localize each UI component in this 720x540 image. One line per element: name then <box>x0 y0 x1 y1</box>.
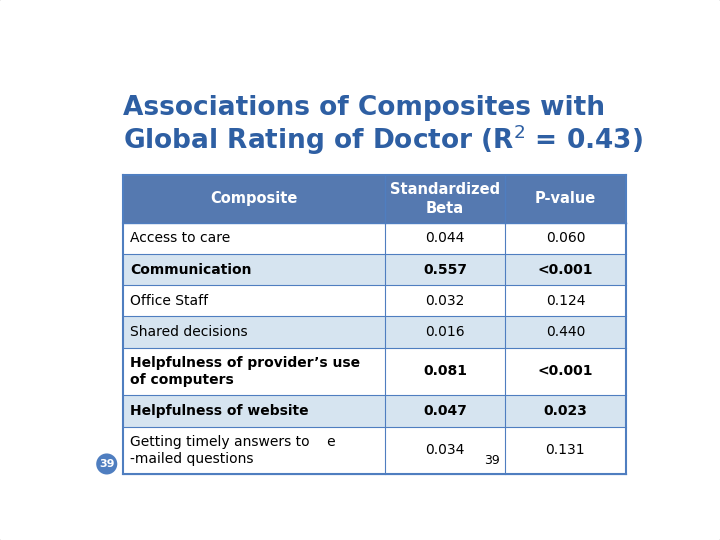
Text: Helpfulness of provider’s use
of computers: Helpfulness of provider’s use of compute… <box>130 356 360 387</box>
Text: Communication: Communication <box>130 262 252 276</box>
Bar <box>124 316 626 348</box>
Text: 0.032: 0.032 <box>426 294 464 308</box>
Text: Global Rating of Doctor (R$^2$ = 0.43): Global Rating of Doctor (R$^2$ = 0.43) <box>124 123 644 157</box>
Text: Standardized
Beta: Standardized Beta <box>390 182 500 215</box>
Text: 0.016: 0.016 <box>425 325 464 339</box>
Text: 0.034: 0.034 <box>426 443 464 457</box>
Text: 39: 39 <box>484 454 500 467</box>
Text: Shared decisions: Shared decisions <box>130 325 248 339</box>
Text: 0.044: 0.044 <box>426 232 464 245</box>
Bar <box>124 223 626 254</box>
Bar <box>124 285 626 316</box>
Text: Office Staff: Office Staff <box>130 294 208 308</box>
Text: Getting timely answers to    e
-mailed questions: Getting timely answers to e -mailed ques… <box>130 435 336 466</box>
Text: P-value: P-value <box>535 191 596 206</box>
Text: Helpfulness of website: Helpfulness of website <box>130 404 309 418</box>
Bar <box>124 254 626 285</box>
Text: 0.060: 0.060 <box>546 232 585 245</box>
Text: Associations of Composites with: Associations of Composites with <box>124 96 606 122</box>
Text: 0.124: 0.124 <box>546 294 585 308</box>
Text: <0.001: <0.001 <box>538 364 593 379</box>
Text: Access to care: Access to care <box>130 232 230 245</box>
Text: 0.440: 0.440 <box>546 325 585 339</box>
Text: 0.023: 0.023 <box>544 404 588 418</box>
Text: 0.131: 0.131 <box>546 443 585 457</box>
Text: 39: 39 <box>99 459 114 469</box>
Text: <0.001: <0.001 <box>538 262 593 276</box>
Text: Composite: Composite <box>210 191 298 206</box>
Text: 0.557: 0.557 <box>423 262 467 276</box>
Text: 0.081: 0.081 <box>423 364 467 379</box>
Bar <box>124 175 626 223</box>
Bar <box>124 395 626 427</box>
Bar <box>124 427 626 474</box>
Bar <box>124 348 626 395</box>
Text: 0.047: 0.047 <box>423 404 467 418</box>
